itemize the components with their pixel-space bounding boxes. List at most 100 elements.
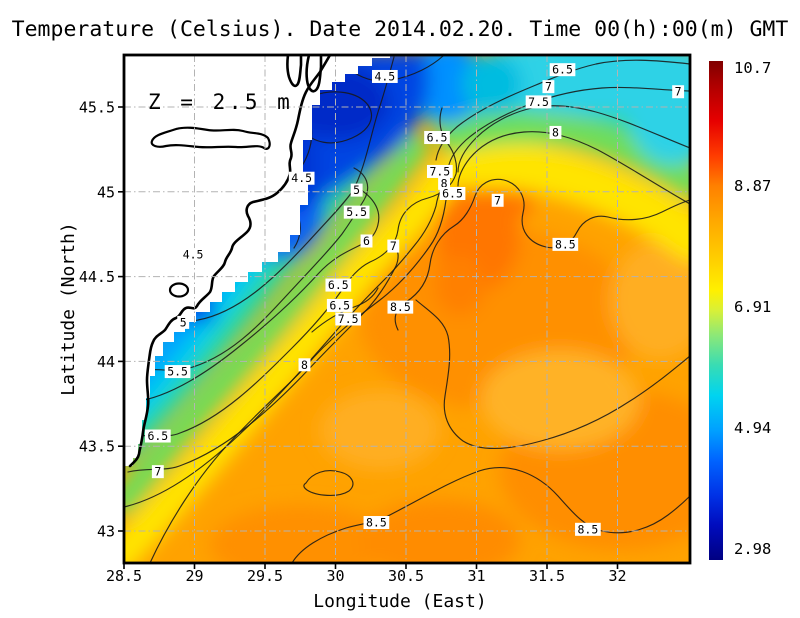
gridlines — [124, 55, 690, 563]
contour-label: 8 — [438, 176, 451, 190]
y-tick-label: 44 — [97, 353, 115, 371]
contour-label-text: 7 — [154, 465, 161, 479]
x-tick-label: 31.5 — [529, 567, 565, 585]
colorbar-tick-label: 4.94 — [734, 419, 771, 437]
contour-label-box — [164, 365, 191, 379]
contour-label-text: 5.5 — [167, 365, 188, 379]
contour-label-box — [350, 183, 363, 197]
contour-label-text: 7 — [494, 193, 501, 207]
contour-label: 5.5 — [343, 205, 370, 219]
y-tick-label: 44.5 — [79, 268, 115, 286]
contour-label-box — [439, 186, 466, 200]
contour-label: 6.5 — [424, 131, 450, 145]
contour-label-text: 7.5 — [338, 312, 359, 326]
x-tick-label: 32 — [608, 567, 626, 585]
depth-annotation: Z = 2.5 m — [148, 90, 293, 114]
contour-label-text: 6.5 — [427, 131, 448, 145]
contour-label-box — [438, 176, 451, 190]
x-tick-label: 30 — [326, 567, 344, 585]
y-tick-label: 45.5 — [79, 99, 115, 117]
contour-label-box — [525, 95, 552, 109]
contour-label: 8.5 — [552, 237, 579, 251]
contour-label-text: 6 — [363, 234, 370, 248]
contour-label-text: 4.5 — [291, 171, 312, 185]
contour-label-box — [180, 248, 206, 262]
contour-label: 5 — [350, 183, 363, 197]
contour-label-box — [424, 131, 450, 145]
contour-label-text: 7 — [390, 239, 397, 253]
contour-label: 8.5 — [363, 516, 390, 530]
contour-label-box — [372, 69, 398, 83]
contour-label-box — [549, 63, 576, 77]
contour-label-text: 8 — [552, 125, 559, 139]
contour-label: 4.5 — [288, 171, 315, 185]
contour-label-box — [542, 80, 555, 94]
contour-label: 6.5 — [325, 278, 352, 292]
contour-label: 8.5 — [387, 300, 414, 314]
contour-label-text: 7.5 — [528, 95, 549, 109]
contour-label: 6.5 — [439, 186, 466, 200]
colorbar-tick-label: 2.98 — [734, 540, 771, 558]
x-axis-label: Longitude (East) — [313, 591, 486, 612]
contour-label-text: 7 — [675, 85, 682, 99]
contour-label-box — [151, 465, 164, 479]
contour-label-text: 5 — [180, 315, 187, 329]
colorbar — [709, 61, 723, 560]
contour-label: 7.5 — [335, 312, 362, 326]
contour-label-text: 5 — [353, 183, 360, 197]
contour-label: 7 — [672, 85, 685, 99]
contour-label-box — [288, 171, 315, 185]
contour-label: 6.5 — [144, 429, 171, 443]
contour-label: 7 — [491, 193, 504, 207]
contour-label: 7 — [542, 80, 555, 94]
x-tick-label: 29.5 — [247, 567, 283, 585]
contour-label-box — [326, 298, 353, 312]
lagoon — [168, 282, 190, 298]
contour-label: 5.5 — [164, 365, 191, 379]
colorbar-tick-label: 8.87 — [734, 177, 771, 195]
contour-label-box — [177, 315, 190, 329]
contour-label: 6.5 — [326, 298, 353, 312]
contour-label: 6 — [360, 234, 373, 248]
contour-label-box — [491, 193, 504, 207]
colorbar-tick-label: 10.7 — [734, 59, 771, 77]
contour-label-box — [343, 205, 370, 219]
y-tick-label: 45 — [97, 183, 115, 201]
contour-label-text: 6.5 — [552, 63, 573, 77]
contour-label: 7.5 — [525, 95, 552, 109]
contour-label-text: 8.5 — [555, 237, 576, 251]
contour-label-box — [387, 239, 400, 253]
contour-label-text: 6.5 — [328, 278, 349, 292]
y-tick-label: 43.5 — [79, 438, 115, 456]
contour-label-text: 5.5 — [346, 205, 367, 219]
contour-label: 4.5 — [180, 248, 206, 262]
contour-label-text: 6.5 — [442, 186, 463, 200]
contour-label: 7.5 — [426, 164, 453, 178]
contour-label: 6.5 — [549, 63, 576, 77]
contour-label-box — [144, 429, 171, 443]
contour-label-text: 8.5 — [390, 300, 411, 314]
plot-frame — [122, 53, 692, 565]
contour-label-box — [325, 278, 352, 292]
x-tick-label: 31 — [467, 567, 485, 585]
contour-label: 8 — [549, 125, 562, 139]
contour-label-box — [672, 85, 685, 99]
x-tick-label: 30.5 — [388, 567, 424, 585]
contour-label-text: 8.5 — [577, 522, 598, 536]
contour-label: 7 — [151, 465, 164, 479]
sea-temperature-field — [124, 55, 690, 563]
x-tick-label: 29 — [185, 567, 203, 585]
contour-label-box — [552, 237, 579, 251]
contour-label-box — [575, 522, 601, 536]
y-tick-label: 43 — [97, 523, 115, 541]
contour-label-box — [363, 516, 390, 530]
contour-label: 4.5 — [372, 69, 398, 83]
coastline — [128, 55, 332, 468]
contour-label-box — [549, 125, 562, 139]
axis-tick-labels: 28.5 29 29.5 30 30.5 31 31.5 32 45.5 45 44.5 44 43.5… — [79, 99, 627, 586]
contour-label-box — [360, 234, 373, 248]
contour-label-text: 4.5 — [183, 248, 204, 262]
